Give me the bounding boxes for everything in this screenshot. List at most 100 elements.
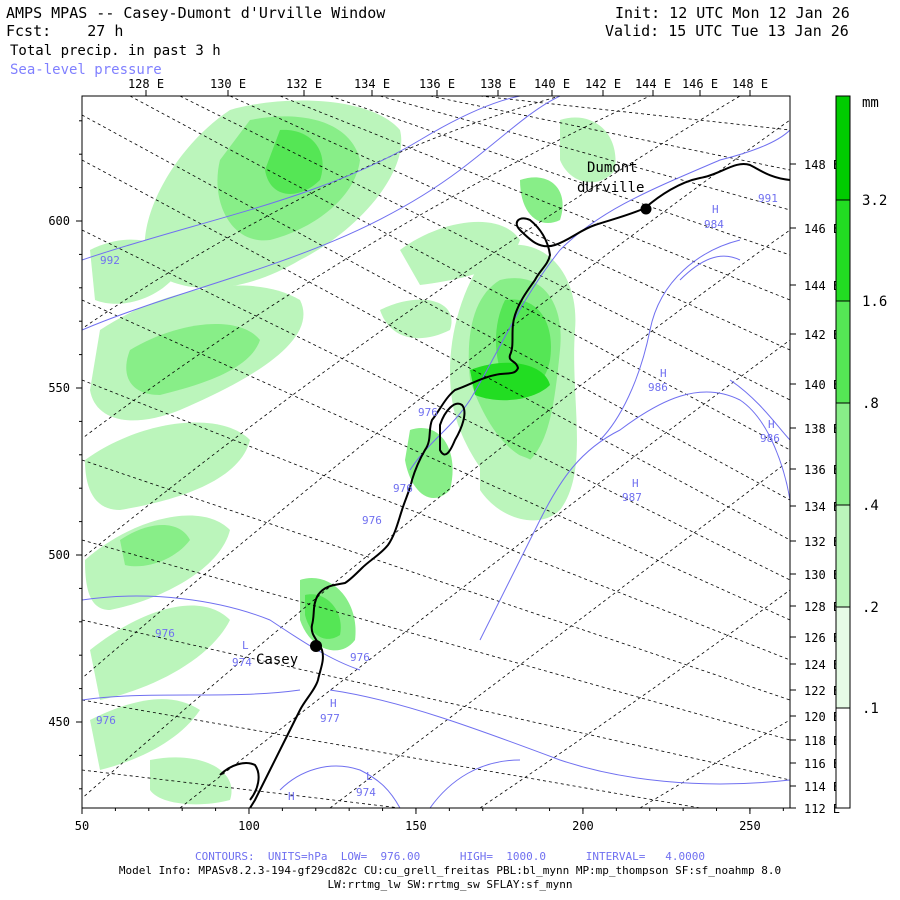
colorbar-segment (836, 96, 850, 200)
lon-top-label: 146 E (682, 77, 718, 91)
high-pressure-marker: H (660, 367, 667, 380)
map-frame (81, 95, 791, 809)
high-pressure-marker: H (712, 203, 719, 216)
station-dot (640, 203, 652, 215)
lon-top-label: 148 E (732, 77, 768, 91)
lon-right-label: 148 E (804, 158, 840, 172)
lon-right-label: 136 E (804, 463, 840, 477)
colorbar-segment (836, 403, 850, 505)
x-tick-label: 150 (405, 819, 427, 833)
x-axis: 50 100 150 200 250 (75, 808, 784, 833)
isobar-label: 987 (622, 491, 642, 504)
lon-top-label: 132 E (286, 77, 322, 91)
high-pressure-marker: H (768, 418, 775, 431)
colorbar: mm 3.2 1.6 .8 .4 .2 .1 (835, 95, 887, 809)
station-label: Casey (256, 652, 298, 668)
lon-right-label: 140 E (804, 378, 840, 392)
lon-right-label: 116 E (804, 757, 840, 771)
isobar-label: 986 (648, 381, 668, 394)
isobar-label: 991 (758, 192, 778, 205)
y-axis: 600 550 500 450 (48, 120, 82, 790)
isobar-label: 976 (96, 714, 116, 727)
x-tick-label: 250 (739, 819, 761, 833)
colorbar-unit: mm (862, 95, 879, 111)
x-tick-label: 50 (75, 819, 89, 833)
colorbar-segment (836, 200, 850, 301)
model-info-physics: LW:rrtmg_lw SW:rrtmg_sw SFLAY:sf_mynn (327, 878, 573, 891)
high-pressure-marker: H (288, 790, 295, 803)
isobar-label: 976 (155, 627, 175, 640)
colorbar-label: .4 (862, 498, 879, 514)
colorbar-frame (835, 95, 851, 809)
longitude-labels-top: 128 E 130 E 132 E 134 E 136 E 138 E 140 E 142 E… (128, 77, 768, 96)
isobar-label: 974 (232, 656, 252, 669)
lon-top-label: 134 E (354, 77, 390, 91)
forecast-hours: 27 h (87, 22, 124, 40)
field-name: Total precip. in past 3 h (10, 43, 221, 59)
longitude-labels-right: 148 E 146 E 144 E 142 E 140 E 138 E 136 E 134 E… (790, 158, 840, 816)
map-title: AMPS MPAS -- Casey-Dumont d'Urville Wind… (6, 4, 386, 22)
lon-right-label: 138 E (804, 422, 840, 436)
isobar-label: 976 (362, 514, 382, 527)
isobar-label: 976 (350, 651, 370, 664)
model-info: Model Info: MPASv8.2.3-194-gf29cd82c CU:… (118, 864, 782, 877)
precip-shading (85, 100, 616, 805)
lon-right-label: 124 E (804, 658, 840, 672)
lon-top-label: 130 E (210, 77, 246, 91)
lon-right-label: 142 E (804, 328, 840, 342)
isobar-label: 976 (393, 482, 413, 495)
y-tick-label: 500 (48, 548, 70, 562)
lon-right-label: 144 E (804, 279, 840, 293)
isobar-label: 976 (418, 406, 438, 419)
lon-right-label: 118 E (804, 734, 840, 748)
low-pressure-marker: L (242, 639, 249, 652)
overlay-name: Sea-level pressure (10, 62, 162, 78)
lon-right-label: 122 E (804, 684, 840, 698)
y-tick-label: 450 (48, 715, 70, 729)
lon-right-label: 114 E (804, 780, 840, 794)
high-pressure-marker: H (330, 697, 337, 710)
lon-right-label: 126 E (804, 631, 840, 645)
colorbar-label: .1 (862, 701, 879, 717)
lon-top-label: 142 E (585, 77, 621, 91)
station-casey: Casey (256, 640, 322, 668)
y-tick-label: 600 (48, 214, 70, 228)
colorbar-segment (836, 607, 850, 708)
lon-top-label: 144 E (635, 77, 671, 91)
lon-right-label: 120 E (804, 710, 840, 724)
colorbar-label: 1.6 (862, 294, 887, 310)
lon-right-label: 134 E (804, 500, 840, 514)
station-dumont-durville: Dumont dUrville (577, 160, 652, 215)
colorbar-label: .2 (862, 600, 879, 616)
colorbar-segment (836, 301, 850, 403)
valid-time: Valid: 15 UTC Tue 13 Jan 26 (605, 22, 849, 40)
forecast-label-text: Fcst: (6, 22, 52, 40)
contour-info: CONTOURS: UNITS=hPa LOW= 976.00 HIGH= 10… (195, 850, 705, 863)
graticule-meridians (82, 96, 790, 808)
lon-right-label: 146 E (804, 222, 840, 236)
isobar-label: 974 (356, 786, 376, 799)
coastline (219, 163, 790, 808)
low-pressure-marker: L (366, 770, 373, 783)
lon-top-label: 140 E (534, 77, 570, 91)
x-tick-label: 200 (572, 819, 594, 833)
colorbar-label: 3.2 (862, 193, 887, 209)
lon-top-label: 128 E (128, 77, 164, 91)
isobar-labels: 992 991 984 986 986 987 976 976 976 974 976 977 974 9… (96, 192, 780, 803)
colorbar-segment (836, 505, 850, 607)
isobar-label: 977 (320, 712, 340, 725)
graticule-latitude (82, 96, 790, 808)
station-label-line2: dUrville (577, 180, 644, 196)
lon-top-label: 136 E (419, 77, 455, 91)
init-time: Init: 12 UTC Mon 12 Jan 26 (615, 4, 850, 22)
isobars (82, 96, 790, 808)
isobar-label: 992 (100, 254, 120, 267)
lon-right-label: 128 E (804, 600, 840, 614)
lon-right-label: 130 E (804, 568, 840, 582)
lon-right-label: 132 E (804, 535, 840, 549)
isobar-label: 986 (760, 432, 780, 445)
high-pressure-marker: H (632, 477, 639, 490)
colorbar-label: .8 (862, 396, 879, 412)
station-label-line1: Dumont (587, 160, 638, 176)
